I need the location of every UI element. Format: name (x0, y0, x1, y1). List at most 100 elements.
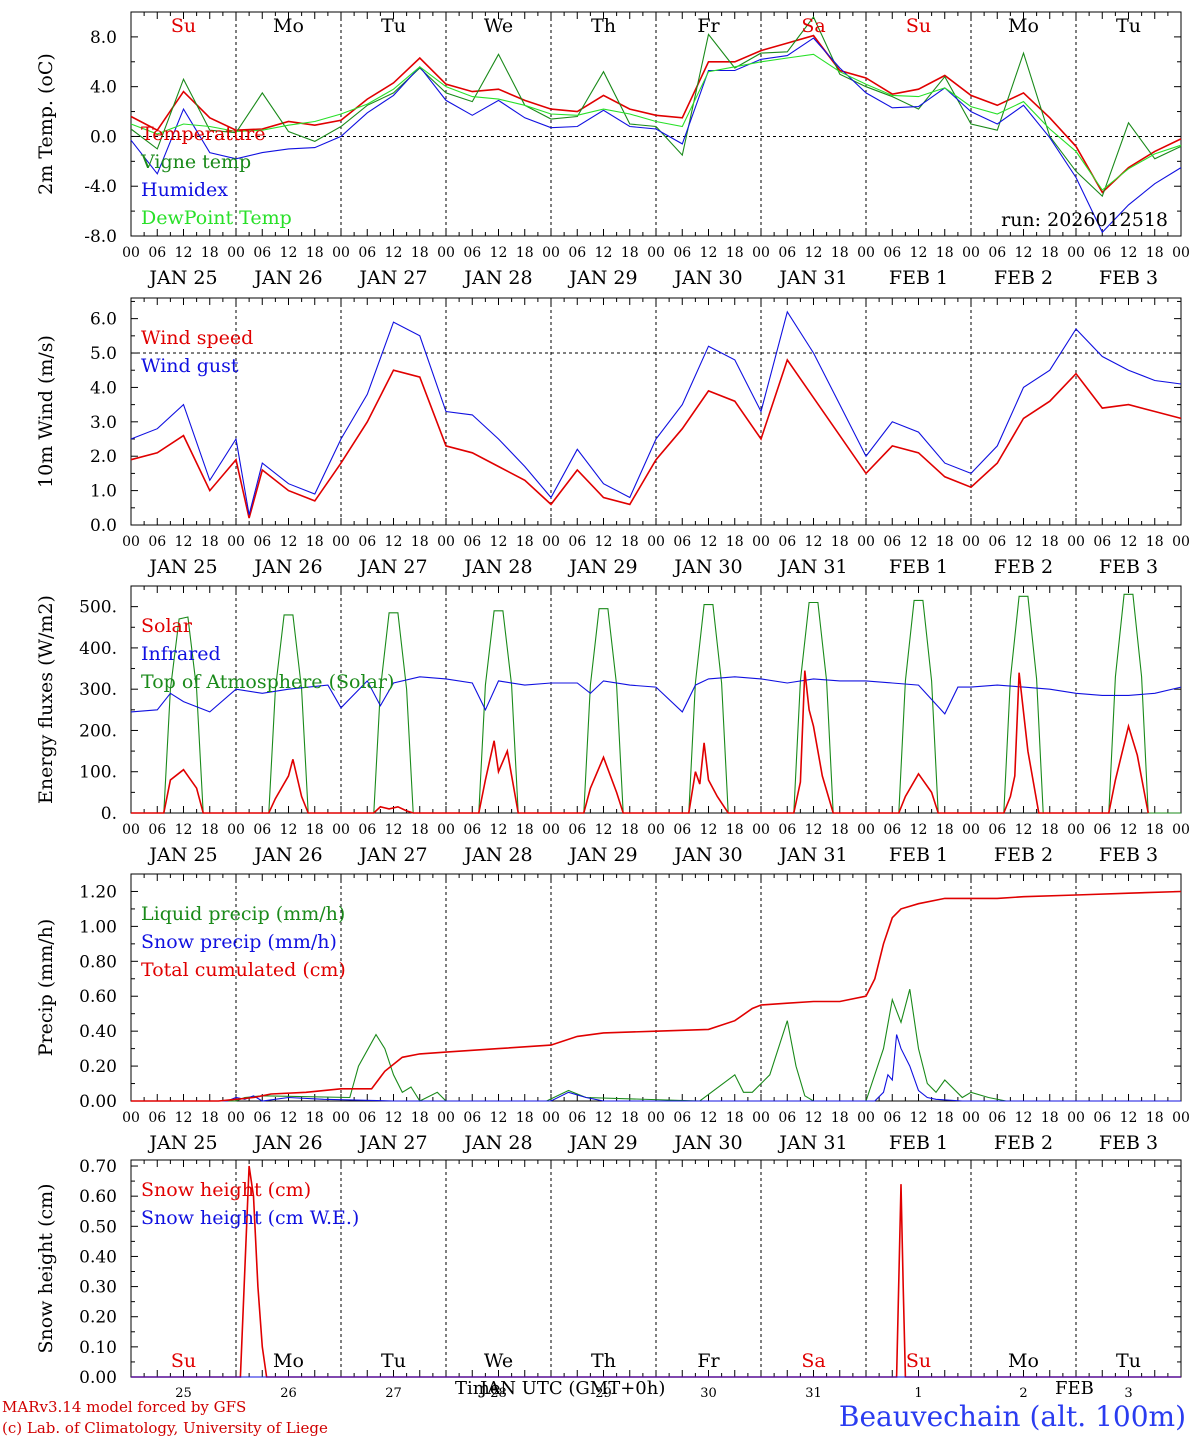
y-tick-label: 4.0 (90, 378, 117, 398)
hour-tick-label: 06 (253, 245, 271, 261)
hour-tick-label: 06 (673, 1110, 691, 1126)
hour-tick-label: 00 (122, 1110, 140, 1126)
y-tick-label: 200. (79, 721, 117, 741)
hour-tick-label: 00 (752, 1110, 770, 1126)
hour-tick-label: 12 (490, 534, 508, 550)
hour-tick-label: 18 (726, 245, 744, 261)
hour-tick-label: 18 (201, 822, 219, 838)
hour-tick-label: 18 (201, 245, 219, 261)
hour-tick-label: 18 (411, 1110, 429, 1126)
hour-tick-label: 18 (1146, 1110, 1164, 1126)
panel-4: 0.00 0.20 0.40 0.60 0.80 1.00 1.20 Precip (mm/h… (35, 873, 1190, 1154)
day-number-label: 26 (280, 1386, 297, 1400)
hour-tick-label: 12 (910, 822, 928, 838)
hour-tick-label: 18 (306, 1110, 324, 1126)
hour-tick-label: 12 (910, 1110, 928, 1126)
hour-tick-label: 12 (175, 1110, 193, 1126)
hour-tick-label: 00 (1172, 822, 1190, 838)
hour-tick-label: 00 (857, 822, 875, 838)
hour-tick-label: 12 (595, 534, 613, 550)
series-total-cumulated-cm- (131, 890, 1182, 1102)
hour-tick-label: 12 (175, 822, 193, 838)
legend-entry: Snow height (cm) (141, 1179, 311, 1201)
date-label: JAN 30 (672, 1132, 742, 1154)
y-tick-label: 1.0 (90, 482, 117, 502)
hour-tick-label: 06 (253, 534, 271, 550)
hour-tick-label: 18 (936, 822, 954, 838)
legend-entry: Infrared (141, 643, 221, 665)
y-tick-label: 500. (79, 598, 117, 618)
hour-tick-label: 06 (148, 822, 166, 838)
hour-tick-label: 06 (568, 245, 586, 261)
date-label: JAN 30 (672, 267, 742, 289)
date-label: JAN 29 (567, 1132, 637, 1154)
date-label: JAN 27 (357, 844, 427, 866)
y-tick-label: 0.70 (79, 1157, 117, 1177)
y-tick-label: 0.40 (79, 1247, 117, 1267)
hour-tick-label: 06 (358, 245, 376, 261)
y-tick-label: 0.0 (90, 127, 117, 147)
weekday-label: Sa (801, 1350, 825, 1372)
series-wind-gust (130, 310, 1182, 515)
hour-tick-label: 12 (280, 822, 298, 838)
y-tick-label: 400. (79, 639, 117, 659)
hour-tick-label: 18 (516, 534, 534, 550)
hour-tick-label: 18 (1041, 822, 1059, 838)
hour-tick-label: 18 (621, 534, 639, 550)
date-label: JAN 26 (252, 1132, 322, 1154)
legend-entry: Solar (141, 615, 193, 637)
date-label: JAN 31 (777, 1132, 847, 1154)
hour-tick-label: 06 (883, 245, 901, 261)
hour-tick-label: 12 (385, 1110, 403, 1126)
hour-tick-label: 00 (962, 1110, 980, 1126)
date-label: FEB 1 (889, 844, 948, 866)
time-axis-label: Time (455, 1378, 500, 1399)
hour-tick-label: 00 (332, 245, 350, 261)
hour-tick-label: 00 (542, 1110, 560, 1126)
hour-tick-label: 12 (805, 245, 823, 261)
y-tick-label: 0. (101, 804, 117, 824)
day-number-label: 27 (385, 1386, 402, 1400)
weekday-label: Su (171, 15, 196, 37)
y-axis-label: Energy fluxes (W/m2) (35, 595, 57, 804)
hour-tick-label: 12 (595, 245, 613, 261)
date-label: JAN 28 (462, 556, 532, 578)
legend-entry: Vigne temp (140, 151, 251, 173)
series-wind-speed (130, 358, 1182, 519)
hour-tick-label: 12 (1120, 822, 1138, 838)
day-number-label: 28 (490, 1386, 507, 1400)
date-label: JAN 28 (462, 267, 532, 289)
hour-tick-label: 18 (831, 1110, 849, 1126)
hour-tick-label: 00 (857, 534, 875, 550)
hour-tick-label: 18 (726, 822, 744, 838)
hour-tick-label: 18 (621, 822, 639, 838)
hour-tick-label: 18 (621, 1110, 639, 1126)
hour-tick-label: 06 (463, 822, 481, 838)
weekday-label: Su (906, 15, 931, 37)
hour-tick-label: 12 (385, 822, 403, 838)
date-label: JAN 25 (147, 1132, 217, 1154)
panel-2: 0.0 1.0 2.0 3.0 4.0 5.0 6.0 10m Wind (m/s) Wind … (35, 297, 1190, 578)
hour-tick-label: 06 (463, 245, 481, 261)
weekday-label: Fr (697, 15, 720, 37)
series-solar (131, 670, 1149, 814)
hour-tick-label: 12 (595, 822, 613, 838)
hour-tick-label: 06 (358, 534, 376, 550)
hour-tick-label: 12 (1120, 534, 1138, 550)
weekday-label: We (484, 15, 513, 37)
hour-tick-label: 18 (1146, 822, 1164, 838)
series-dewpoint-temp (130, 53, 1182, 191)
date-label: JAN 26 (252, 556, 322, 578)
hour-tick-label: 18 (201, 1110, 219, 1126)
hour-tick-label: 06 (253, 1110, 271, 1126)
series-temperature (130, 34, 1182, 194)
hour-tick-label: 00 (332, 1110, 350, 1126)
hour-tick-label: 12 (385, 245, 403, 261)
y-tick-label: -4.0 (84, 177, 117, 197)
legend-entry: Total cumulated (cm) (141, 959, 346, 981)
legend-entry: Temperature (141, 123, 265, 145)
run-label: run: 2026012518 (1001, 209, 1168, 231)
legend-entry: Liquid precip (mm/h) (141, 903, 345, 925)
hour-tick-label: 12 (1015, 1110, 1033, 1126)
hour-tick-label: 12 (175, 245, 193, 261)
